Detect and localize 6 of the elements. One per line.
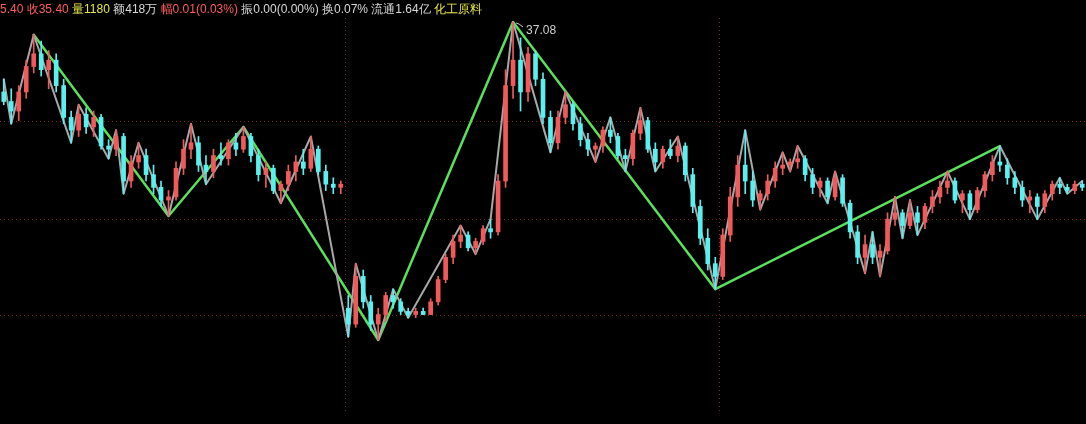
candlestick [742, 129, 748, 195]
chart-title: 5.40 收35.40 量1180 额418万 幅0.01(0.03%) 振0.00(0.00%) 换0.07% 流通1.64亿 化工原料 [0, 2, 483, 16]
candlestick [330, 177, 336, 195]
candlestick [1057, 177, 1063, 195]
candlestick [46, 50, 52, 90]
annotation: 37.08 [526, 23, 557, 38]
